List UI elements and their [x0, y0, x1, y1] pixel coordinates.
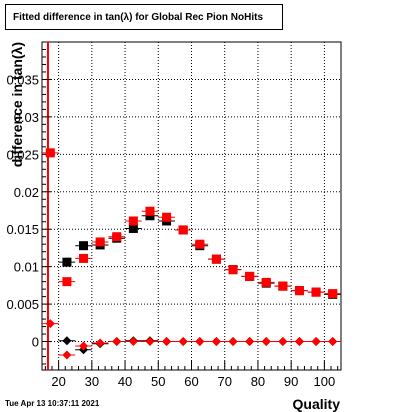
- square-marker: [62, 257, 72, 267]
- x-tick-label: 100: [314, 374, 336, 389]
- diamond-marker: [211, 337, 221, 347]
- chart-title: Fitted difference in tan(λ) for Global R…: [13, 11, 264, 23]
- diamond-marker: [178, 337, 188, 347]
- square-marker: [62, 277, 72, 287]
- y-axis-label: difference in tan(λ): [9, 42, 25, 167]
- y-tick-label: 0.02: [14, 185, 39, 200]
- square-marker: [145, 206, 155, 216]
- square-marker: [278, 281, 288, 291]
- x-tick-label: 20: [51, 374, 65, 389]
- y-tick-label: 0: [32, 335, 39, 350]
- square-marker: [311, 287, 321, 297]
- x-tick-label: 60: [184, 374, 198, 389]
- timestamp: Tue Apr 13 10:37:11 2021: [5, 399, 100, 408]
- square-marker: [112, 232, 122, 242]
- diamond-marker: [162, 337, 172, 347]
- diamond-marker: [245, 337, 255, 347]
- square-marker: [195, 239, 205, 249]
- diamond-marker: [128, 337, 138, 347]
- x-tick-label: 30: [85, 374, 99, 389]
- diamond-marker: [294, 337, 304, 347]
- square-marker: [162, 212, 172, 222]
- square-marker: [95, 237, 105, 247]
- y-tick-label: 0.03: [14, 110, 39, 125]
- square-marker: [178, 225, 188, 235]
- x-tick-label: 70: [217, 374, 231, 389]
- square-marker: [211, 254, 221, 264]
- x-tick-label: 80: [251, 374, 265, 389]
- data-markers: [42, 148, 341, 360]
- y-tick-label: 0.005: [6, 297, 39, 312]
- x-axis-label: Quality: [293, 396, 341, 412]
- diamond-marker: [95, 338, 105, 348]
- x-tick-label: 50: [151, 374, 165, 389]
- axis-ticks: 20 30 40 50 60 70 80 90 100 0 0.005 0.01 0.015 0.02 0.…: [6, 48, 339, 389]
- square-marker: [228, 265, 238, 275]
- diamond-marker: [145, 337, 155, 347]
- diamond-marker: [328, 337, 338, 347]
- square-marker: [128, 216, 138, 226]
- diamond-marker: [311, 337, 321, 347]
- grid-lines: [42, 42, 341, 370]
- diamond-marker: [278, 337, 288, 347]
- diamond-marker: [45, 319, 55, 329]
- diamond-marker: [79, 341, 89, 351]
- x-tick-label: 40: [118, 374, 132, 389]
- plot-frame: [41, 41, 342, 371]
- square-marker: [128, 223, 138, 233]
- y-tick-label: 0.025: [6, 147, 39, 162]
- diamond-marker: [112, 337, 122, 347]
- diamond-marker: [62, 350, 72, 360]
- diamond-marker: [228, 337, 238, 347]
- x-tick-label: 90: [284, 374, 298, 389]
- square-marker: [261, 277, 271, 287]
- diamond-marker: [62, 336, 72, 346]
- square-marker: [79, 241, 89, 251]
- square-marker: [79, 253, 89, 263]
- square-marker: [294, 286, 304, 296]
- diamond-marker: [261, 337, 271, 347]
- square-marker: [328, 289, 338, 299]
- y-tick-label: 0.035: [6, 72, 39, 87]
- diamond-marker: [195, 337, 205, 347]
- square-marker: [45, 148, 55, 158]
- chart-title-box: Fitted difference in tan(λ) for Global R…: [5, 4, 283, 30]
- square-marker: [245, 271, 255, 281]
- y-tick-label: 0.01: [14, 260, 39, 275]
- y-tick-label: 0.015: [6, 222, 39, 237]
